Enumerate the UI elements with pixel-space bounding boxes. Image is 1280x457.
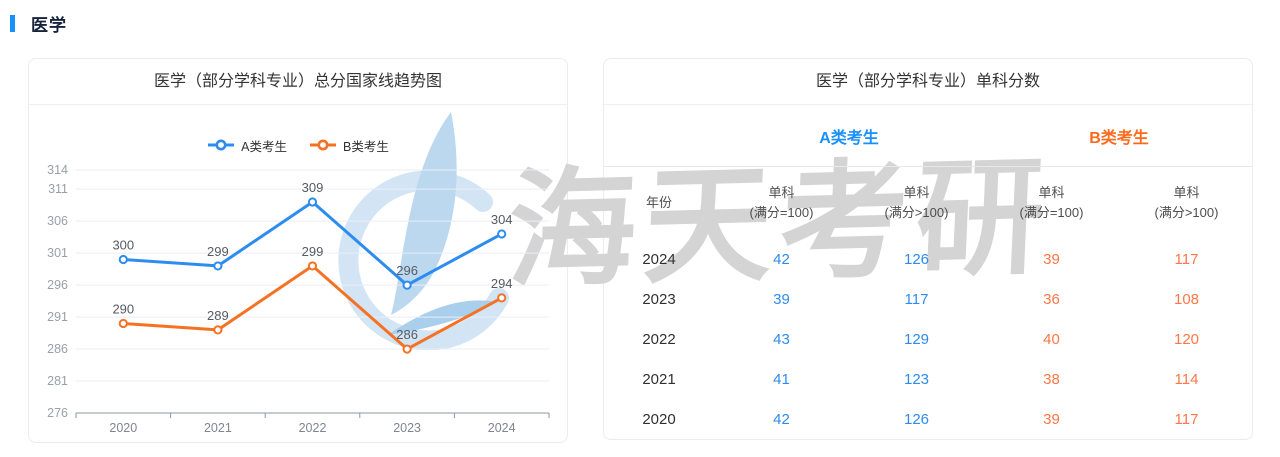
page-title: 医学 [31, 16, 67, 35]
table-row: 2021 41 123 38 114 [604, 359, 1252, 399]
column-header: 单科 (满分=100) [1019, 184, 1084, 220]
score-table-title: 医学（部分学科专业）单科分数 [604, 59, 1252, 105]
score-cell: 117 [904, 290, 929, 308]
table-row: 2022 43 129 40 120 [604, 319, 1252, 359]
table-column-headers: 年份 单科 (满分=100) 单科 (满分>100) 单科 (满分=100) 单科 (满… [604, 167, 1252, 239]
svg-text:304: 304 [491, 212, 513, 227]
svg-text:309: 309 [302, 180, 324, 195]
score-cell: 117 [1174, 410, 1199, 428]
accent-bar-icon [10, 15, 15, 32]
score-cell: 41 [773, 370, 790, 388]
column-header: 单科 (满分>100) [1154, 184, 1219, 220]
score-cell: 42 [773, 250, 790, 268]
svg-text:311: 311 [48, 182, 68, 196]
group-label-b: B类考生 [1089, 129, 1149, 147]
legend-label-b: B类考生 [343, 139, 389, 154]
svg-text:276: 276 [47, 406, 68, 420]
svg-text:306: 306 [47, 214, 68, 228]
trend-chart-card: 医学（部分学科专业）总分国家线趋势图 A类考生 B类考生 276 281 286 29… [28, 58, 568, 443]
trend-chart-title: 医学（部分学科专业）总分国家线趋势图 [29, 59, 567, 105]
table-row: 2024 42 126 39 117 [604, 239, 1252, 279]
score-cell: 126 [903, 250, 930, 268]
score-cell: 39 [1043, 250, 1060, 268]
page-header: 医学 [10, 11, 67, 36]
svg-text:299: 299 [302, 244, 324, 259]
legend-marker-b-icon [310, 139, 336, 151]
svg-text:2022: 2022 [299, 421, 327, 435]
score-cell: 129 [903, 330, 930, 348]
year-cell: 2022 [642, 330, 676, 348]
legend-marker-a-icon [208, 139, 235, 151]
svg-text:289: 289 [207, 308, 229, 323]
score-cell: 43 [773, 330, 790, 348]
score-cell: 39 [1043, 410, 1060, 428]
legend-item-b[interactable]: B类考生 [309, 136, 389, 155]
chart-gridlines: 276 281 286 291 296 301 306 311 314 [47, 163, 549, 420]
score-cell: 40 [1043, 330, 1060, 348]
svg-text:286: 286 [396, 327, 418, 342]
score-cell: 123 [903, 370, 930, 388]
svg-text:296: 296 [47, 278, 68, 292]
svg-text:299: 299 [207, 244, 229, 259]
svg-text:294: 294 [491, 276, 513, 291]
score-cell: 108 [1173, 290, 1200, 308]
score-cell: 36 [1043, 290, 1060, 308]
svg-text:301: 301 [47, 246, 68, 260]
year-cell: 2023 [642, 290, 676, 308]
year-cell: 2021 [642, 370, 676, 388]
column-header-year: 年份 [645, 194, 672, 210]
svg-text:314: 314 [47, 163, 68, 177]
chart-x-axis: 2020 2021 2022 2023 2024 [75, 412, 550, 435]
svg-text:300: 300 [112, 238, 134, 253]
chart-legend: A类考生 B类考生 [29, 136, 567, 155]
table-row: 2023 39 117 36 108 [604, 279, 1252, 319]
column-header: 单科 (满分>100) [884, 184, 949, 220]
svg-text:286: 286 [47, 342, 68, 356]
table-row: 2020 42 126 39 117 [604, 399, 1252, 439]
svg-text:2023: 2023 [393, 421, 421, 435]
score-cell: 42 [773, 410, 790, 428]
legend-item-a[interactable]: A类考生 [207, 136, 287, 155]
svg-text:2021: 2021 [204, 421, 232, 435]
svg-text:281: 281 [47, 374, 68, 388]
group-label-a: A类考生 [819, 129, 879, 147]
svg-text:2020: 2020 [109, 421, 137, 435]
svg-text:296: 296 [396, 263, 418, 278]
chart-series-0: 300 299 309 296 304 [112, 180, 513, 290]
score-cell: 126 [903, 410, 930, 428]
year-cell: 2020 [642, 410, 676, 428]
score-cell: 117 [1174, 250, 1199, 268]
svg-text:2024: 2024 [488, 421, 516, 435]
svg-text:291: 291 [47, 310, 68, 324]
score-cell: 38 [1043, 370, 1060, 388]
table-group-header: A类考生 B类考生 [604, 105, 1252, 167]
score-cell: 120 [1173, 330, 1200, 348]
legend-label-a: A类考生 [241, 139, 287, 154]
svg-text:290: 290 [112, 301, 134, 316]
year-cell: 2024 [642, 250, 676, 268]
score-cell: 39 [773, 290, 790, 308]
score-table-card: 医学（部分学科专业）单科分数 A类考生 B类考生 年份 单科 (满分=100) 单… [603, 58, 1253, 440]
score-cell: 114 [1174, 370, 1199, 388]
column-header: 单科 (满分=100) [749, 184, 814, 220]
